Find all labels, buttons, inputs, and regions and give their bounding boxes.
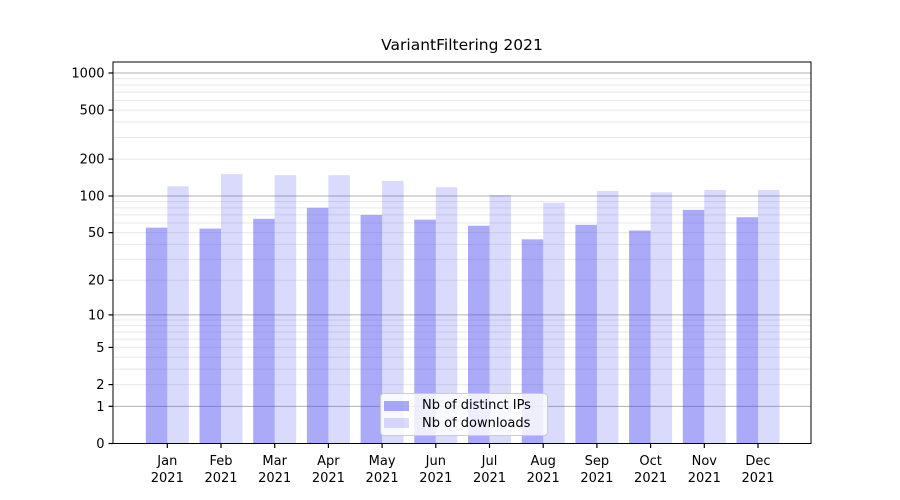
x-tick-label-year: 2021 — [419, 471, 452, 486]
y-tick-label: 100 — [80, 190, 105, 205]
x-tick-label-year: 2021 — [151, 471, 184, 486]
x-tick-label-month: Dec — [745, 454, 770, 469]
bar-downloads-jan-2021 — [167, 186, 189, 444]
x-tick-label-month: Oct — [639, 454, 661, 469]
bar-distinct-ips-oct-2021 — [629, 230, 651, 444]
legend-label-distinct-ips: Nb of distinct IPs — [422, 398, 531, 414]
bar-distinct-ips-apr-2021 — [306, 207, 329, 444]
x-tick-label-year: 2021 — [473, 471, 506, 486]
chart-title: VariantFiltering 2021 — [381, 36, 543, 54]
x-tick-label-year: 2021 — [258, 471, 291, 486]
x-tick-label-year: 2021 — [312, 471, 345, 486]
y-tick-label: 500 — [80, 104, 105, 119]
bar-downloads-sep-2021 — [596, 190, 619, 444]
y-tick-label: 10 — [88, 308, 105, 323]
x-tick-label-month: Jul — [481, 454, 498, 469]
legend: Nb of distinct IPs Nb of downloads — [380, 393, 548, 436]
legend-label-downloads: Nb of downloads — [422, 415, 531, 431]
legend-item-distinct-ips: Nb of distinct IPs — [384, 398, 541, 413]
bar-downloads-feb-2021 — [221, 174, 243, 444]
y-tick-label: 200 — [80, 153, 105, 168]
y-tick-label: 2 — [96, 378, 104, 393]
legend-item-downloads: Nb of downloads — [384, 416, 541, 431]
bar-distinct-ips-mar-2021 — [253, 218, 275, 444]
x-tick-label-month: Jun — [425, 454, 446, 469]
x-tick-label-month: Nov — [692, 454, 718, 469]
bar-distinct-ips-jan-2021 — [145, 227, 168, 444]
x-tick-label-month: Apr — [317, 454, 340, 469]
y-tick-label: 0 — [96, 437, 104, 452]
bar-downloads-may-2021 — [382, 180, 404, 444]
x-tick-label-month: Feb — [209, 454, 232, 469]
bar-distinct-ips-aug-2021 — [521, 239, 544, 444]
x-tick-label-year: 2021 — [366, 471, 399, 486]
bar-downloads-jun-2021 — [435, 187, 458, 444]
x-tick-label-month: Aug — [531, 454, 556, 469]
bar-downloads-mar-2021 — [274, 175, 297, 444]
bar-downloads-oct-2021 — [650, 192, 673, 444]
bar-distinct-ips-may-2021 — [360, 214, 383, 444]
bar-downloads-jul-2021 — [489, 194, 511, 444]
x-tick-label-year: 2021 — [741, 471, 774, 486]
x-tick-label-year: 2021 — [688, 471, 721, 486]
bar-distinct-ips-feb-2021 — [199, 228, 221, 444]
y-tick-label: 5 — [96, 341, 104, 356]
legend-swatch-distinct-ips — [384, 400, 409, 411]
y-tick-label: 20 — [88, 274, 105, 289]
bar-downloads-apr-2021 — [328, 175, 350, 444]
x-tick-label-month: Sep — [585, 454, 610, 469]
legend-swatch-downloads — [384, 418, 409, 429]
y-tick-label: 50 — [88, 226, 105, 241]
bar-distinct-ips-sep-2021 — [575, 224, 597, 444]
x-tick-label-month: Mar — [262, 454, 287, 469]
x-tick-label-month: Jan — [156, 454, 177, 469]
bar-distinct-ips-jun-2021 — [414, 219, 436, 444]
plot-border — [112, 61, 812, 444]
x-tick-label-year: 2021 — [580, 471, 613, 486]
bar-distinct-ips-nov-2021 — [682, 209, 705, 444]
x-tick-label-year: 2021 — [527, 471, 560, 486]
bar-downloads-dec-2021 — [758, 189, 780, 444]
bar-distinct-ips-dec-2021 — [736, 217, 758, 444]
y-tick-label: 1 — [96, 400, 104, 415]
x-tick-label-year: 2021 — [204, 471, 237, 486]
bar-downloads-aug-2021 — [543, 202, 565, 444]
x-tick-label-month: May — [369, 454, 396, 469]
x-tick-label-year: 2021 — [634, 471, 667, 486]
bar-downloads-nov-2021 — [704, 189, 726, 444]
bar-distinct-ips-jul-2021 — [468, 225, 490, 444]
y-tick-label: 1000 — [71, 67, 104, 82]
